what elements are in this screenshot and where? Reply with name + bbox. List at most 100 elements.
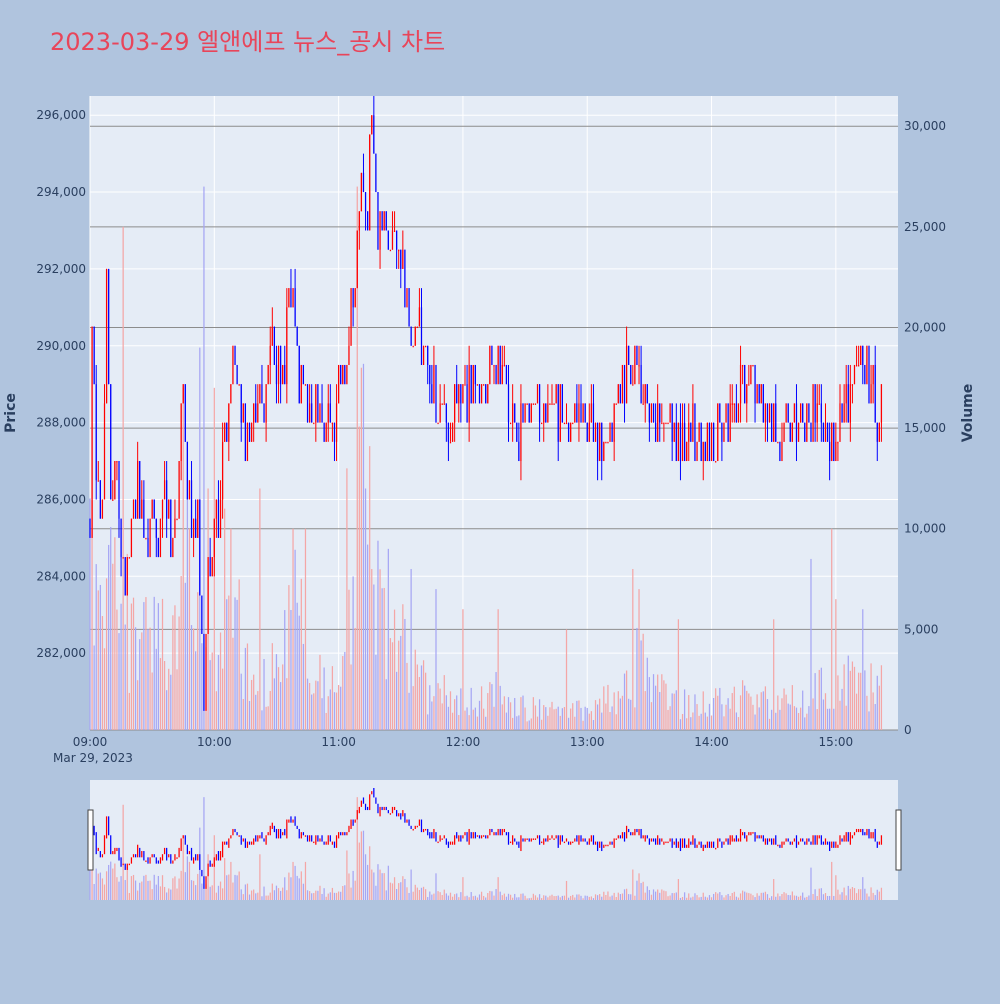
slider-volume-bar — [188, 861, 191, 900]
candle-body — [91, 326, 93, 538]
candle-body — [215, 499, 218, 519]
slider-volume-bar — [323, 888, 325, 900]
range-slider-right-handle[interactable] — [895, 809, 902, 871]
candle-body — [702, 441, 704, 462]
volume-bar — [507, 697, 510, 730]
candle-body — [112, 499, 114, 501]
slider-candle — [439, 835, 441, 842]
volume-bar — [841, 688, 843, 730]
candle-body — [781, 441, 783, 462]
slider-candle — [601, 841, 603, 852]
slider-volume-bar — [870, 887, 872, 900]
slider-candle — [770, 838, 773, 845]
main-plot-area[interactable] — [90, 96, 898, 730]
slider-volume-bar — [454, 894, 456, 900]
slider-candle — [141, 851, 143, 858]
candle-body — [103, 403, 106, 500]
volume-bar — [754, 714, 756, 730]
volume-bar — [126, 553, 128, 730]
slider-volume-bar — [648, 889, 651, 900]
slider-volume-bar — [501, 895, 503, 900]
candle-body — [746, 384, 748, 404]
volume-bar — [661, 674, 663, 730]
candle-body — [205, 633, 207, 711]
slider-volume-bar — [89, 856, 91, 900]
slider-candle — [534, 838, 537, 840]
candle-body — [236, 364, 238, 385]
candle-body — [491, 345, 493, 365]
volume-bar — [443, 675, 445, 730]
slider-volume-bar — [551, 894, 553, 900]
candle-body — [132, 499, 135, 519]
slider-volume-bar — [829, 895, 831, 900]
slider-candle — [634, 828, 636, 836]
range-slider-left-handle[interactable] — [87, 809, 94, 871]
slider-volume-bar — [762, 892, 764, 900]
candle-body — [630, 364, 632, 385]
slider-volume-bar — [580, 895, 582, 900]
slider-volume-bar — [628, 894, 630, 900]
slider-candle — [172, 860, 174, 864]
volume-bar — [447, 706, 450, 730]
candle-body — [137, 461, 139, 519]
date-label: Mar 29, 2023 — [53, 751, 133, 765]
slider-candle — [536, 835, 539, 839]
slider-volume-bar — [344, 885, 346, 900]
volume-bar — [870, 663, 872, 730]
candle-body — [445, 403, 447, 423]
candle-body — [213, 518, 215, 558]
volume-bar — [302, 643, 305, 730]
volume-bar — [855, 693, 858, 730]
volume-bar — [259, 488, 261, 730]
volume-bar — [120, 603, 122, 730]
slider-candle — [257, 835, 259, 842]
slider-volume-bar — [308, 891, 311, 900]
volume-bar — [625, 670, 628, 730]
slider-candle — [876, 841, 878, 848]
slider-volume-bar — [814, 889, 816, 900]
slider-candle — [273, 825, 276, 833]
volume-bar — [282, 664, 284, 730]
slider-candle — [758, 835, 760, 839]
slider-candle — [470, 832, 472, 839]
time-tick-label: 11:00 — [321, 735, 356, 749]
volume-bar — [337, 685, 340, 730]
volume-bar — [570, 708, 572, 730]
candle-body — [512, 403, 514, 423]
volume-bar — [420, 665, 423, 730]
range-slider[interactable] — [90, 780, 898, 900]
candle-body — [611, 422, 613, 442]
slider-volume-bar — [669, 895, 671, 900]
slider-candle — [174, 854, 176, 861]
slider-volume-bar — [781, 893, 783, 900]
volume-bar — [464, 710, 466, 730]
candle-body — [184, 384, 186, 442]
candle-body — [826, 422, 829, 442]
volume-bar — [290, 609, 292, 730]
slider-candle — [733, 838, 735, 842]
slider-volume-bar — [126, 866, 128, 900]
slider-volume-bar — [155, 884, 157, 900]
volume-bar — [396, 671, 398, 730]
volume-bar — [265, 706, 267, 730]
slider-volume-bar — [176, 888, 178, 900]
slider-candle — [694, 838, 696, 848]
volume-bar — [657, 674, 659, 730]
candle-body — [516, 422, 518, 442]
volume-bar — [329, 689, 331, 730]
candle-body — [279, 345, 282, 385]
slider-candle — [866, 828, 868, 836]
slider-volume-bar — [184, 872, 186, 900]
volume-bar — [735, 712, 738, 730]
volume-bar — [512, 717, 514, 730]
candle-body — [474, 364, 476, 385]
candle-body — [679, 422, 682, 462]
candle-body — [226, 422, 228, 442]
candle-body — [155, 518, 157, 538]
volume-bar — [793, 706, 796, 730]
candle-body — [650, 403, 653, 423]
slider-volume-bar — [375, 885, 377, 900]
volume-bar — [770, 709, 773, 730]
slider-candle — [505, 832, 508, 836]
candle-body — [116, 461, 118, 463]
